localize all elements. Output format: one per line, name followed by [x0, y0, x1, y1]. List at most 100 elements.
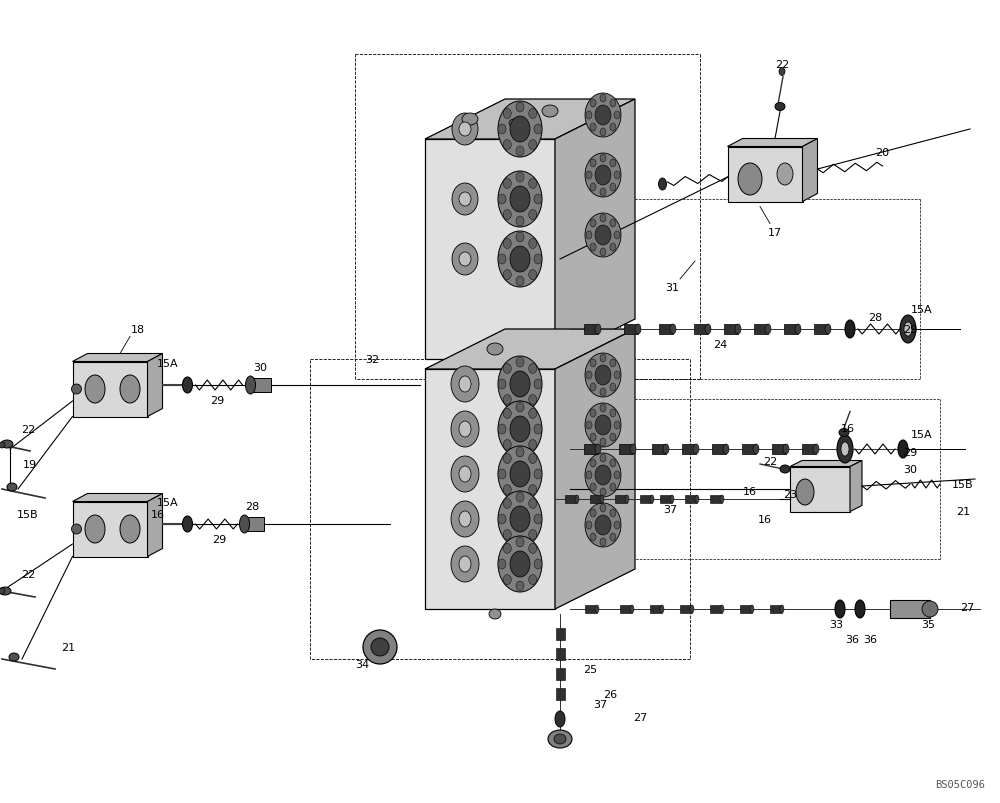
Ellipse shape	[489, 609, 501, 619]
Text: 27: 27	[960, 602, 974, 612]
Ellipse shape	[516, 581, 524, 591]
Text: 35: 35	[921, 619, 935, 630]
Bar	[652, 444, 666, 454]
Ellipse shape	[610, 483, 616, 491]
Text: 24: 24	[713, 340, 727, 349]
Ellipse shape	[595, 365, 611, 385]
Text: 36: 36	[845, 634, 859, 644]
Ellipse shape	[529, 109, 537, 120]
Polygon shape	[72, 354, 162, 362]
Ellipse shape	[85, 376, 105, 403]
Ellipse shape	[595, 324, 601, 335]
Ellipse shape	[585, 94, 621, 138]
Ellipse shape	[590, 384, 596, 392]
Ellipse shape	[534, 515, 542, 524]
Ellipse shape	[590, 160, 596, 168]
Ellipse shape	[610, 124, 616, 132]
Ellipse shape	[529, 141, 537, 150]
Ellipse shape	[614, 172, 620, 180]
Ellipse shape	[498, 172, 542, 228]
Polygon shape	[790, 467, 850, 512]
Ellipse shape	[735, 324, 741, 335]
Ellipse shape	[498, 402, 542, 458]
Ellipse shape	[779, 68, 785, 76]
Ellipse shape	[610, 160, 616, 168]
Ellipse shape	[614, 521, 620, 529]
Ellipse shape	[503, 499, 511, 509]
Ellipse shape	[595, 516, 611, 536]
Ellipse shape	[498, 536, 542, 593]
Ellipse shape	[600, 504, 606, 512]
Bar	[710, 495, 722, 503]
Text: 31: 31	[665, 283, 679, 292]
Ellipse shape	[723, 444, 729, 454]
Ellipse shape	[663, 444, 669, 454]
Ellipse shape	[503, 395, 511, 405]
Ellipse shape	[610, 459, 616, 467]
Text: 29: 29	[212, 534, 227, 544]
Ellipse shape	[516, 277, 524, 287]
Ellipse shape	[451, 501, 479, 537]
Ellipse shape	[516, 357, 524, 368]
Ellipse shape	[630, 605, 634, 613]
Ellipse shape	[796, 479, 814, 505]
Ellipse shape	[630, 444, 636, 454]
Ellipse shape	[600, 95, 606, 103]
Ellipse shape	[529, 544, 537, 554]
Polygon shape	[555, 329, 635, 609]
Ellipse shape	[503, 575, 511, 585]
Ellipse shape	[600, 495, 604, 503]
Ellipse shape	[586, 521, 592, 529]
Ellipse shape	[750, 605, 754, 613]
Polygon shape	[72, 502, 148, 556]
Ellipse shape	[503, 141, 511, 150]
Ellipse shape	[510, 417, 530, 442]
Ellipse shape	[693, 444, 699, 454]
Text: 25: 25	[583, 664, 597, 675]
Ellipse shape	[451, 411, 479, 447]
Bar	[650, 605, 662, 613]
Text: 22: 22	[763, 456, 777, 467]
Ellipse shape	[825, 324, 831, 335]
Ellipse shape	[590, 509, 596, 517]
Ellipse shape	[590, 434, 596, 442]
Ellipse shape	[585, 154, 621, 198]
Text: 23: 23	[783, 489, 797, 499]
Text: 15A: 15A	[157, 359, 178, 369]
Ellipse shape	[635, 324, 641, 335]
Ellipse shape	[529, 440, 537, 450]
Bar	[890, 601, 930, 618]
Ellipse shape	[529, 210, 537, 220]
Bar	[784, 324, 798, 335]
Ellipse shape	[72, 385, 82, 394]
Ellipse shape	[246, 377, 256, 394]
Ellipse shape	[845, 320, 855, 339]
Ellipse shape	[529, 454, 537, 464]
Text: 16: 16	[841, 424, 855, 434]
Ellipse shape	[510, 462, 530, 487]
Ellipse shape	[516, 491, 524, 501]
Text: 15A: 15A	[157, 497, 178, 507]
Ellipse shape	[586, 372, 592, 380]
Ellipse shape	[610, 509, 616, 517]
Ellipse shape	[780, 605, 784, 613]
Bar	[682, 444, 696, 454]
Ellipse shape	[590, 483, 596, 491]
Polygon shape	[425, 329, 635, 369]
Bar	[742, 444, 756, 454]
Ellipse shape	[503, 409, 511, 419]
Bar	[556, 668, 565, 680]
Ellipse shape	[595, 106, 611, 126]
Ellipse shape	[586, 112, 592, 120]
Text: 18: 18	[131, 325, 145, 335]
Polygon shape	[850, 461, 862, 512]
Bar	[694, 324, 708, 335]
Ellipse shape	[516, 446, 524, 456]
Ellipse shape	[600, 538, 606, 546]
Ellipse shape	[585, 503, 621, 548]
Text: 21: 21	[956, 507, 970, 516]
Ellipse shape	[600, 405, 606, 413]
Bar	[584, 324, 598, 335]
Ellipse shape	[509, 120, 519, 128]
Ellipse shape	[610, 384, 616, 392]
